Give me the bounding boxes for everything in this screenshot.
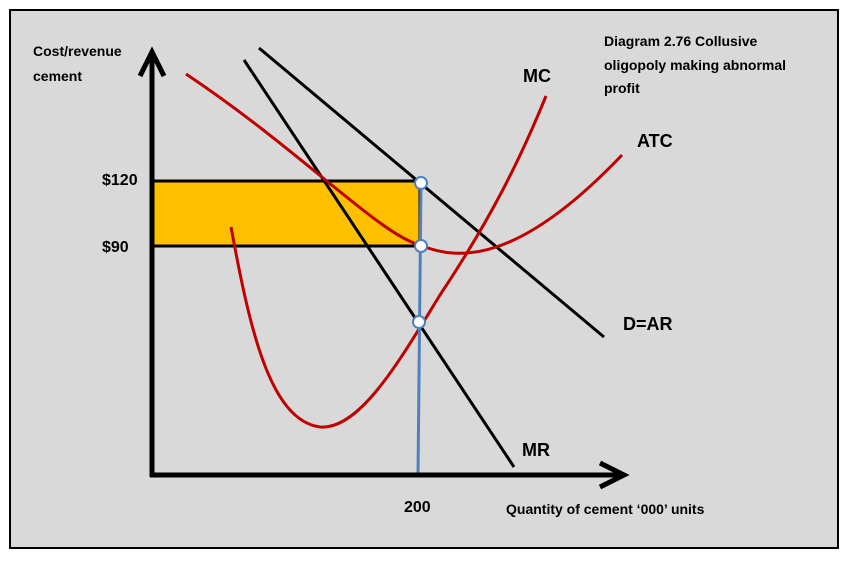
y-axis-arrowhead (137, 46, 167, 78)
mc-mr-point-marker (412, 315, 426, 329)
abnormal-profit-area (151, 179, 422, 248)
atc-label: ATC (637, 131, 673, 151)
atc-point-marker (414, 239, 428, 253)
diagram-title-line1: Diagram 2.76 Collusive (604, 33, 758, 49)
diagram-frame (9, 9, 839, 549)
x-axis-label: Quantity of cement ‘000’ units (506, 501, 705, 517)
diagram-title-line3: profit (604, 80, 640, 96)
mr-label: MR (522, 440, 550, 460)
y-axis-label-line1: Cost/revenue (33, 43, 122, 59)
x-axis-arrowhead (598, 460, 630, 490)
demand-ar-curve (258, 46, 605, 339)
price-label-90: $90 (102, 239, 129, 256)
dar-label: D=AR (623, 314, 673, 334)
mc-curve (229, 95, 548, 429)
mc-label: MC (523, 66, 551, 86)
quantity-label: 200 (404, 499, 431, 516)
mr-curve (242, 59, 516, 468)
price-point-marker (414, 176, 428, 190)
diagram-title-line2: oligopoly making abnormal (604, 57, 786, 73)
y-axis-label-line2: cement (33, 68, 82, 84)
price-label-120: $120 (102, 172, 138, 189)
